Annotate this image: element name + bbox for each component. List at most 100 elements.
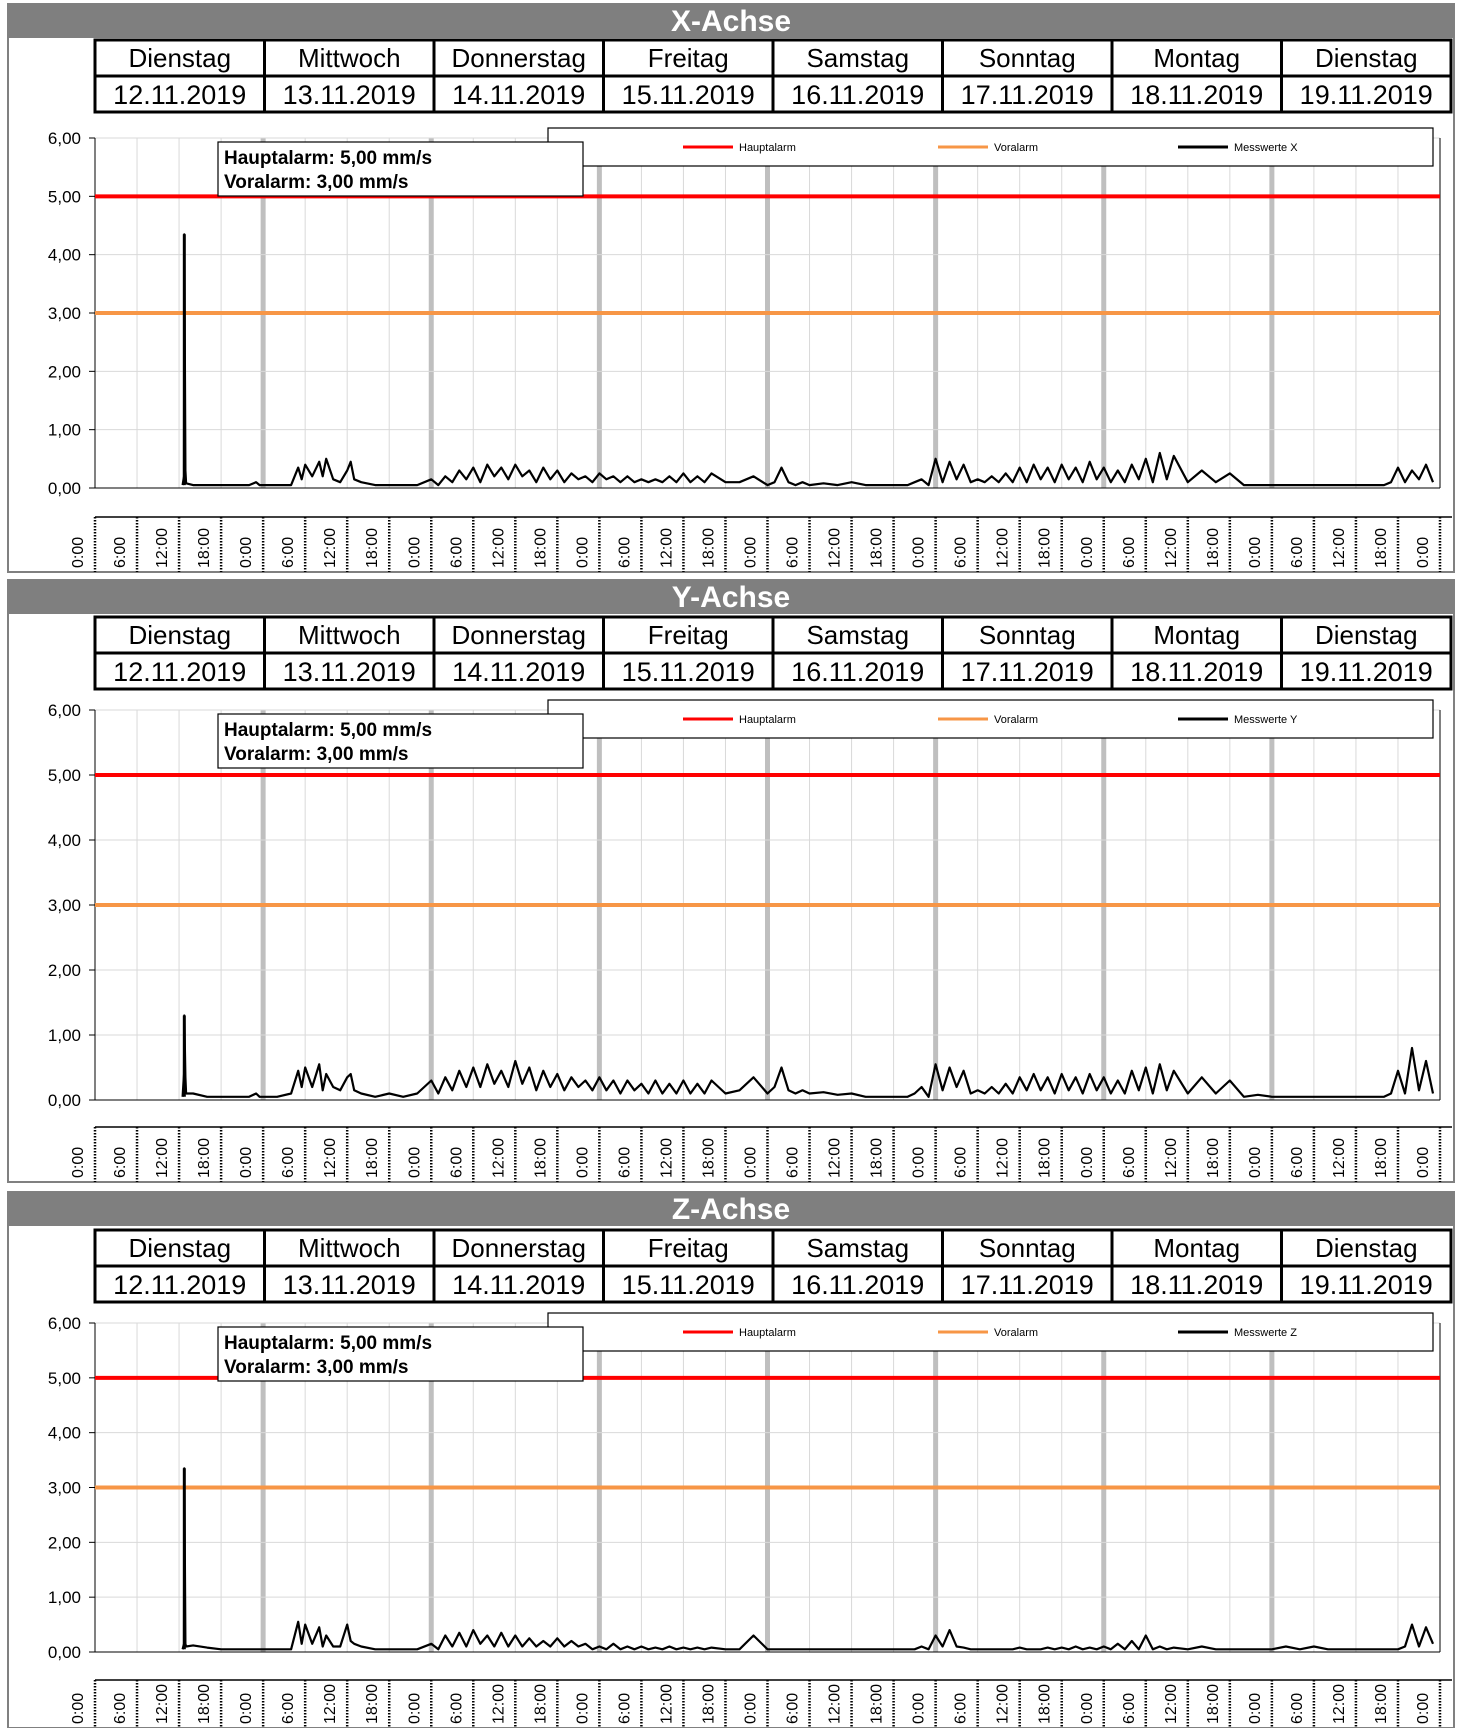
- time-tick-label: 6:00: [1289, 537, 1306, 568]
- time-tick-label: 12:00: [1331, 528, 1348, 568]
- y-tick-label: 4,00: [48, 1424, 81, 1443]
- time-tick-label: 6:00: [1121, 1147, 1138, 1178]
- date-cell: [771, 74, 944, 114]
- date-label: 19.11.2019: [1300, 1270, 1433, 1300]
- date-cell: [941, 1264, 1114, 1304]
- y-tick-label: 2,00: [48, 362, 81, 381]
- date-cell: [1110, 74, 1283, 114]
- y-tick-label: 4,00: [48, 246, 81, 265]
- weekday-cell: [1280, 615, 1453, 655]
- date-label: 14.11.2019: [452, 1270, 585, 1300]
- legend-label: Voralarm: [994, 142, 1038, 154]
- time-tick-label: 6:00: [616, 1693, 633, 1724]
- legend-label: Voralarm: [994, 1327, 1038, 1339]
- date-label: 13.11.2019: [283, 80, 416, 110]
- y-tick-label: 1,00: [48, 421, 81, 440]
- time-tick-label: 0:00: [574, 1147, 591, 1178]
- time-tick-label: 6:00: [785, 1693, 802, 1724]
- time-tick-label: 0:00: [1415, 1147, 1432, 1178]
- time-tick-label: 6:00: [953, 1693, 970, 1724]
- date-cell: [771, 651, 944, 691]
- time-tick-label: 0:00: [1247, 1147, 1264, 1178]
- time-tick-label: 12:00: [322, 1138, 339, 1178]
- time-tick-label: 18:00: [364, 1138, 381, 1178]
- threshold-annotation-box: [217, 141, 584, 197]
- date-label: 16.11.2019: [791, 657, 924, 687]
- title-bar: [8, 1192, 1454, 1226]
- title-bar: [8, 4, 1454, 38]
- weekday-label: Dienstag: [128, 43, 231, 73]
- time-tick-label: 6:00: [112, 537, 129, 568]
- time-tick-label: 12:00: [995, 1138, 1012, 1178]
- weekday-cell: [771, 38, 944, 78]
- y-tick-label: 6,00: [48, 129, 81, 148]
- date-label: 19.11.2019: [1300, 657, 1433, 687]
- weekday-label: Samstag: [806, 1233, 909, 1263]
- threshold-annotation-text: Hauptalarm: 5,00 mm/s: [224, 720, 432, 741]
- time-tick-label: 0:00: [574, 537, 591, 568]
- time-tick-label: 18:00: [196, 1138, 213, 1178]
- weekday-label: Freitag: [648, 620, 729, 650]
- date-cell: [93, 74, 266, 114]
- messwerte-series-line: [181, 1467, 1435, 1651]
- weekday-label: Sonntag: [979, 1233, 1076, 1263]
- time-tick-label: 0:00: [238, 537, 255, 568]
- time-tick-label: 18:00: [1037, 1684, 1054, 1724]
- time-tick-label: 6:00: [448, 1693, 465, 1724]
- date-label: 17.11.2019: [961, 80, 1094, 110]
- date-label: 14.11.2019: [452, 80, 585, 110]
- time-tick-label: 6:00: [785, 537, 802, 568]
- time-tick-label: 6:00: [448, 537, 465, 568]
- time-tick-label: 12:00: [658, 528, 675, 568]
- legend-label: Messwerte X: [1234, 142, 1298, 154]
- time-tick-label: 12:00: [995, 1684, 1012, 1724]
- time-tick-label: 12:00: [658, 1684, 675, 1724]
- weekday-label: Freitag: [648, 43, 729, 73]
- weekday-label: Montag: [1153, 43, 1240, 73]
- date-label: 12.11.2019: [113, 657, 246, 687]
- date-cell: [93, 651, 266, 691]
- time-tick-label: 18:00: [364, 1684, 381, 1724]
- weekday-label: Sonntag: [979, 43, 1076, 73]
- time-tick-label: 18:00: [700, 1684, 717, 1724]
- date-cell: [1280, 1264, 1453, 1304]
- threshold-annotation-text: Voralarm: 3,00 mm/s: [224, 744, 408, 765]
- legend-label: Messwerte Z: [1234, 1327, 1297, 1339]
- date-label: 17.11.2019: [961, 657, 1094, 687]
- weekday-label: Dienstag: [1315, 43, 1418, 73]
- time-tick-label: 6:00: [280, 1693, 297, 1724]
- weekday-label: Donnerstag: [452, 1233, 586, 1263]
- time-tick-label: 6:00: [616, 537, 633, 568]
- weekday-cell: [1110, 615, 1283, 655]
- time-tick-label: 0:00: [911, 1693, 928, 1724]
- y-tick-label: 5,00: [48, 766, 81, 785]
- date-cell: [1280, 74, 1453, 114]
- time-tick-label: 12:00: [490, 1684, 507, 1724]
- weekday-cell: [432, 615, 605, 655]
- date-label: 12.11.2019: [113, 80, 246, 110]
- time-tick-label: 18:00: [532, 1684, 549, 1724]
- time-tick-label: 0:00: [406, 1147, 423, 1178]
- weekday-cell: [941, 38, 1114, 78]
- y-tick-label: 3,00: [48, 1479, 81, 1498]
- threshold-annotation-text: Voralarm: 3,00 mm/s: [224, 1357, 408, 1378]
- messwerte-series-line: [181, 1014, 1435, 1098]
- time-tick-label: 0:00: [406, 537, 423, 568]
- time-tick-label: 0:00: [743, 1147, 760, 1178]
- weekday-cell: [93, 38, 266, 78]
- weekday-label: Donnerstag: [452, 43, 586, 73]
- time-tick-label: 0:00: [743, 537, 760, 568]
- y-tick-label: 3,00: [48, 304, 81, 323]
- time-tick-label: 0:00: [1079, 1693, 1096, 1724]
- date-cell: [941, 651, 1114, 691]
- y-tick-label: 0,00: [48, 1643, 81, 1662]
- date-label: 13.11.2019: [283, 1270, 416, 1300]
- weekday-label: Donnerstag: [452, 620, 586, 650]
- time-tick-label: 0:00: [70, 537, 87, 568]
- time-tick-label: 0:00: [1079, 1147, 1096, 1178]
- weekday-label: Mittwoch: [298, 1233, 401, 1263]
- messwerte-series-line: [181, 233, 1435, 487]
- date-label: 15.11.2019: [622, 80, 755, 110]
- date-cell: [771, 1264, 944, 1304]
